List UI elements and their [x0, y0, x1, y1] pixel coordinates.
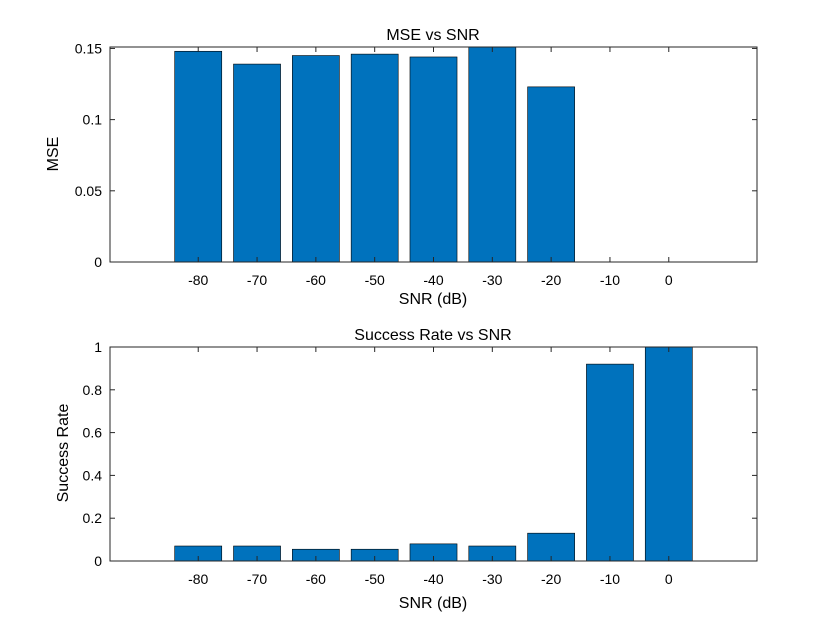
mse-x-axis-label: SNR (dB): [399, 291, 467, 308]
mse-x-tick-label: -20: [541, 272, 561, 288]
mse-x-tick-label: -70: [247, 272, 267, 288]
mse-bar-m20: [527, 86, 575, 263]
success-rate-x-tick-label: -10: [600, 571, 620, 587]
mse-bar-m40: [409, 56, 458, 263]
mse-chart-title: MSE vs SNR: [386, 27, 479, 44]
mse-bars: [174, 46, 575, 263]
mse-y-tick-label: 0.15: [75, 40, 102, 56]
mse-x-tick-label: -30: [482, 272, 502, 288]
mse-x-tick-label: 0: [665, 272, 673, 288]
success-rate-y-ticks: 0 0.2 0.4 0.6 0.8 1: [83, 339, 757, 569]
mse-x-ticks: -80 -70 -60 -50 -40 -30 -20 -10 0: [188, 47, 673, 288]
mse-x-tick-label: -40: [423, 272, 443, 288]
success-rate-x-tick-label: -40: [423, 571, 443, 587]
mse-bar-m30: [468, 46, 517, 263]
success-rate-subplot: Success Rate vs SNR SNR (dB) Success Rat…: [55, 327, 758, 612]
mse-bar-m60: [292, 55, 340, 263]
success-rate-x-tick-label: -50: [365, 571, 385, 587]
success-rate-x-tick-label: -70: [247, 571, 267, 587]
success-rate-x-tick-label: -60: [306, 571, 326, 587]
mse-y-tick-label: 0.1: [83, 112, 103, 128]
success-rate-y-tick-label: 1: [94, 339, 102, 355]
mse-bar-m70: [233, 63, 281, 263]
success-rate-x-tick-label: 0: [665, 571, 673, 587]
success-rate-x-tick-label: -20: [541, 571, 561, 587]
mse-bar-m50: [350, 53, 399, 263]
success-rate-y-tick-label: 0: [94, 553, 102, 569]
mse-y-ticks: 0 0.05 0.1 0.15: [75, 40, 757, 270]
mse-bar-m80: [174, 50, 223, 263]
success-rate-x-tick-label: -30: [482, 571, 502, 587]
mse-y-axis-label: MSE: [45, 137, 62, 172]
success-rate-x-tick-label: -80: [188, 571, 208, 587]
success-rate-bar-0: [644, 346, 693, 562]
success-rate-x-axis-label: SNR (dB): [399, 595, 467, 612]
mse-x-tick-label: -60: [306, 272, 326, 288]
mse-x-tick-label: -80: [188, 272, 208, 288]
mse-y-tick-label: 0: [94, 254, 102, 270]
success-rate-y-tick-label: 0.4: [83, 467, 103, 483]
mse-x-tick-label: -50: [365, 272, 385, 288]
mse-y-tick-label: 0.05: [75, 183, 102, 199]
success-rate-y-tick-label: 0.2: [83, 510, 103, 526]
mse-subplot: MSE vs SNR SNR (dB) MSE -80 -70 -60 -50 -40-…: [45, 27, 758, 308]
success-rate-bar-m10: [586, 363, 634, 562]
success-rate-x-ticks: -80 -70 -60 -50 -40 -30 -20 -10 0: [188, 347, 673, 587]
success-rate-bars: [174, 346, 693, 562]
success-rate-y-axis-label: Success Rate: [55, 404, 72, 503]
success-rate-y-tick-label: 0.6: [83, 425, 103, 441]
success-rate-y-tick-label: 0.8: [83, 382, 103, 398]
success-rate-axes-box: [109, 346, 758, 562]
mse-x-tick-label: -10: [600, 272, 620, 288]
mse-axes-box: [109, 46, 758, 263]
success-rate-chart-title: Success Rate vs SNR: [354, 327, 511, 344]
